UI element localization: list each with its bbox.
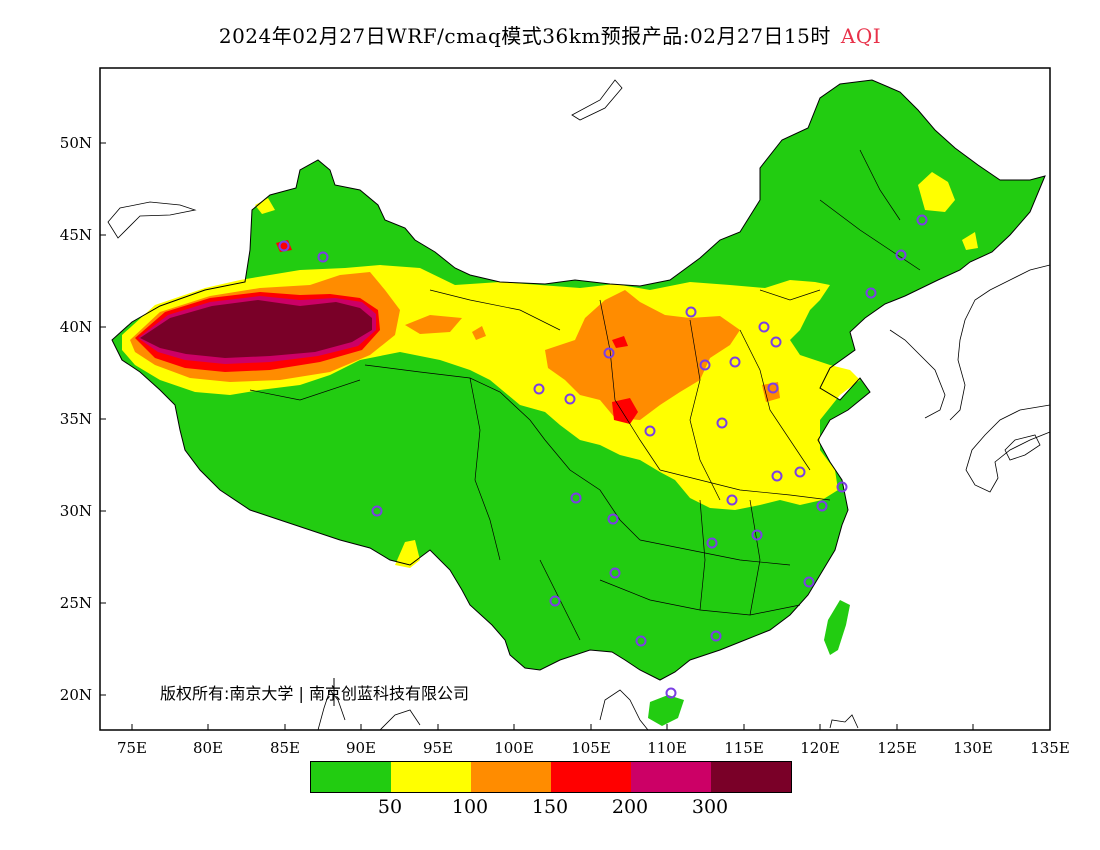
aqi-region-taiwan	[824, 600, 850, 655]
legend-threshold: 150	[531, 796, 569, 818]
station-marker	[706, 537, 718, 549]
station-marker	[716, 417, 728, 429]
station-marker	[533, 383, 545, 395]
axis-ticks	[100, 142, 1051, 730]
aqi-region-usg-central	[545, 290, 740, 420]
lon-label: 75E	[116, 739, 148, 757]
aqi-spot-moderate-tibet	[395, 540, 420, 568]
lat-label: 20N	[59, 686, 92, 704]
station-marker	[609, 567, 621, 579]
map-title: 2024年02月27日WRF/cmaq模式36km预报产品:02月27日15时 A…	[0, 20, 1100, 49]
aqi-spot-moderate-w	[255, 198, 275, 214]
legend-swatch	[631, 762, 711, 792]
station-marker	[771, 470, 783, 482]
station-marker	[767, 382, 779, 394]
lat-label: 50N	[59, 134, 92, 152]
lat-label: 45N	[59, 226, 92, 244]
aqi-region-hazardous	[140, 300, 372, 358]
aqi-legend	[310, 761, 792, 793]
station-marker	[758, 321, 770, 333]
station-marker	[685, 306, 697, 318]
lat-label: 30N	[59, 502, 92, 520]
lon-label: 125E	[877, 739, 917, 757]
lon-label: 100E	[494, 739, 534, 757]
legend-swatch	[711, 762, 791, 792]
legend-threshold: 100	[451, 796, 489, 818]
station-marker	[836, 481, 848, 493]
lon-label: 80E	[192, 739, 224, 757]
legend-threshold: 300	[691, 796, 729, 818]
station-marker	[549, 595, 561, 607]
lon-label: 115E	[724, 739, 764, 757]
station-marker	[635, 635, 647, 647]
aqi-spot-usg-3	[472, 326, 486, 340]
aqi-region-hainan	[648, 695, 684, 726]
lon-label: 110E	[647, 739, 687, 757]
station-marker	[278, 240, 290, 252]
station-marker	[710, 630, 722, 642]
lon-label: 120E	[800, 739, 840, 757]
station-marker	[371, 505, 383, 517]
aqi-spot-moderate-ne	[918, 172, 955, 212]
station-marker	[816, 500, 828, 512]
aqi-spot-moderate-ne2	[962, 232, 978, 250]
lon-label: 130E	[953, 739, 993, 757]
lon-label: 135E	[1030, 739, 1070, 757]
aqi-spot-unhealthy-1	[612, 398, 638, 424]
copyright-text: 版权所有:南京大学 | 南京创蓝科技有限公司	[160, 684, 469, 703]
station-markers	[278, 214, 928, 699]
lat-label: 35N	[59, 410, 92, 428]
station-marker	[729, 356, 741, 368]
lon-label: 90E	[345, 739, 377, 757]
station-marker	[317, 251, 329, 263]
station-marker	[570, 492, 582, 504]
legend-threshold: 200	[611, 796, 649, 818]
lat-label: 25N	[59, 594, 92, 612]
lon-label: 95E	[422, 739, 454, 757]
station-marker	[607, 513, 619, 525]
station-marker	[699, 359, 711, 371]
station-marker	[794, 466, 806, 478]
lon-label: 105E	[571, 739, 611, 757]
station-marker	[726, 494, 738, 506]
station-marker	[916, 214, 928, 226]
province-boundaries	[249, 149, 921, 641]
station-marker	[603, 347, 615, 359]
title-text: 2024年02月27日WRF/cmaq模式36km预报产品:02月27日15时	[218, 24, 831, 48]
station-marker	[865, 287, 877, 299]
legend-threshold: 50	[377, 796, 403, 818]
station-marker	[751, 529, 763, 541]
legend-swatch	[311, 762, 391, 792]
legend-swatch	[391, 762, 471, 792]
legend-swatch	[471, 762, 551, 792]
station-marker	[770, 336, 782, 348]
lon-label: 85E	[269, 739, 301, 757]
legend-swatch	[551, 762, 631, 792]
map-frame	[99, 67, 1051, 731]
station-marker	[644, 425, 656, 437]
station-marker	[564, 393, 576, 405]
lat-label: 40N	[59, 318, 92, 336]
aqi-spot-unhealthy-3	[612, 336, 628, 348]
neighbor-coastlines	[107, 79, 1051, 731]
title-product: AQI	[840, 24, 882, 48]
station-marker	[803, 576, 815, 588]
aqi-spot-usg-1	[405, 315, 462, 334]
china-outline	[111, 79, 1046, 681]
station-marker	[895, 249, 907, 261]
station-marker	[665, 687, 677, 699]
